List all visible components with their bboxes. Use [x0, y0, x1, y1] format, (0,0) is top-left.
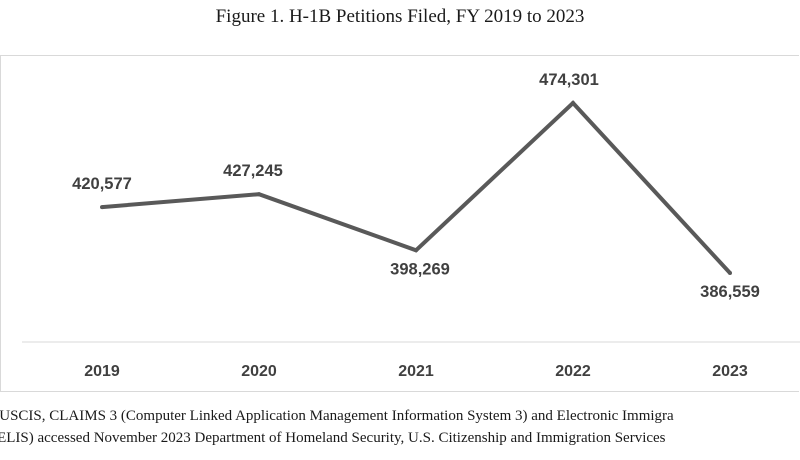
data-label-2020: 427,245	[223, 162, 283, 180]
x-tick-label-2021: 2021	[398, 363, 434, 380]
data-label-2019: 420,577	[72, 175, 132, 193]
x-tick-label-2023: 2023	[712, 363, 748, 380]
data-point-2022	[571, 101, 575, 105]
source-line-2: em (ELIS) accessed November 2023 Departm…	[0, 430, 666, 446]
chart-area	[0, 55, 799, 392]
series-line	[101, 100, 732, 275]
data-point-2021	[414, 248, 418, 253]
chart-title: Figure 1. H-1B Petitions Filed, FY 2019 …	[215, 6, 585, 27]
data-label-2022: 474,301	[539, 71, 599, 89]
source-note: ce: USCIS, CLAIMS 3 (Computer Linked App…	[0, 405, 800, 449]
data-point-2019	[100, 205, 104, 210]
data-point-2020	[257, 192, 261, 197]
x-tick-label-2019: 2019	[84, 363, 120, 380]
x-tick-label-2020: 2020	[241, 363, 277, 380]
x-tick-label-2022: 2022	[555, 363, 591, 380]
data-label-2021: 398,269	[390, 260, 450, 278]
data-point-2023	[728, 271, 732, 275]
line-chart: 420,577 427,245 398,269 474,301 386,559 2019 2…	[22, 71, 800, 380]
source-line-1: ce: USCIS, CLAIMS 3 (Computer Linked App…	[0, 408, 674, 424]
data-label-2023: 386,559	[700, 283, 760, 301]
